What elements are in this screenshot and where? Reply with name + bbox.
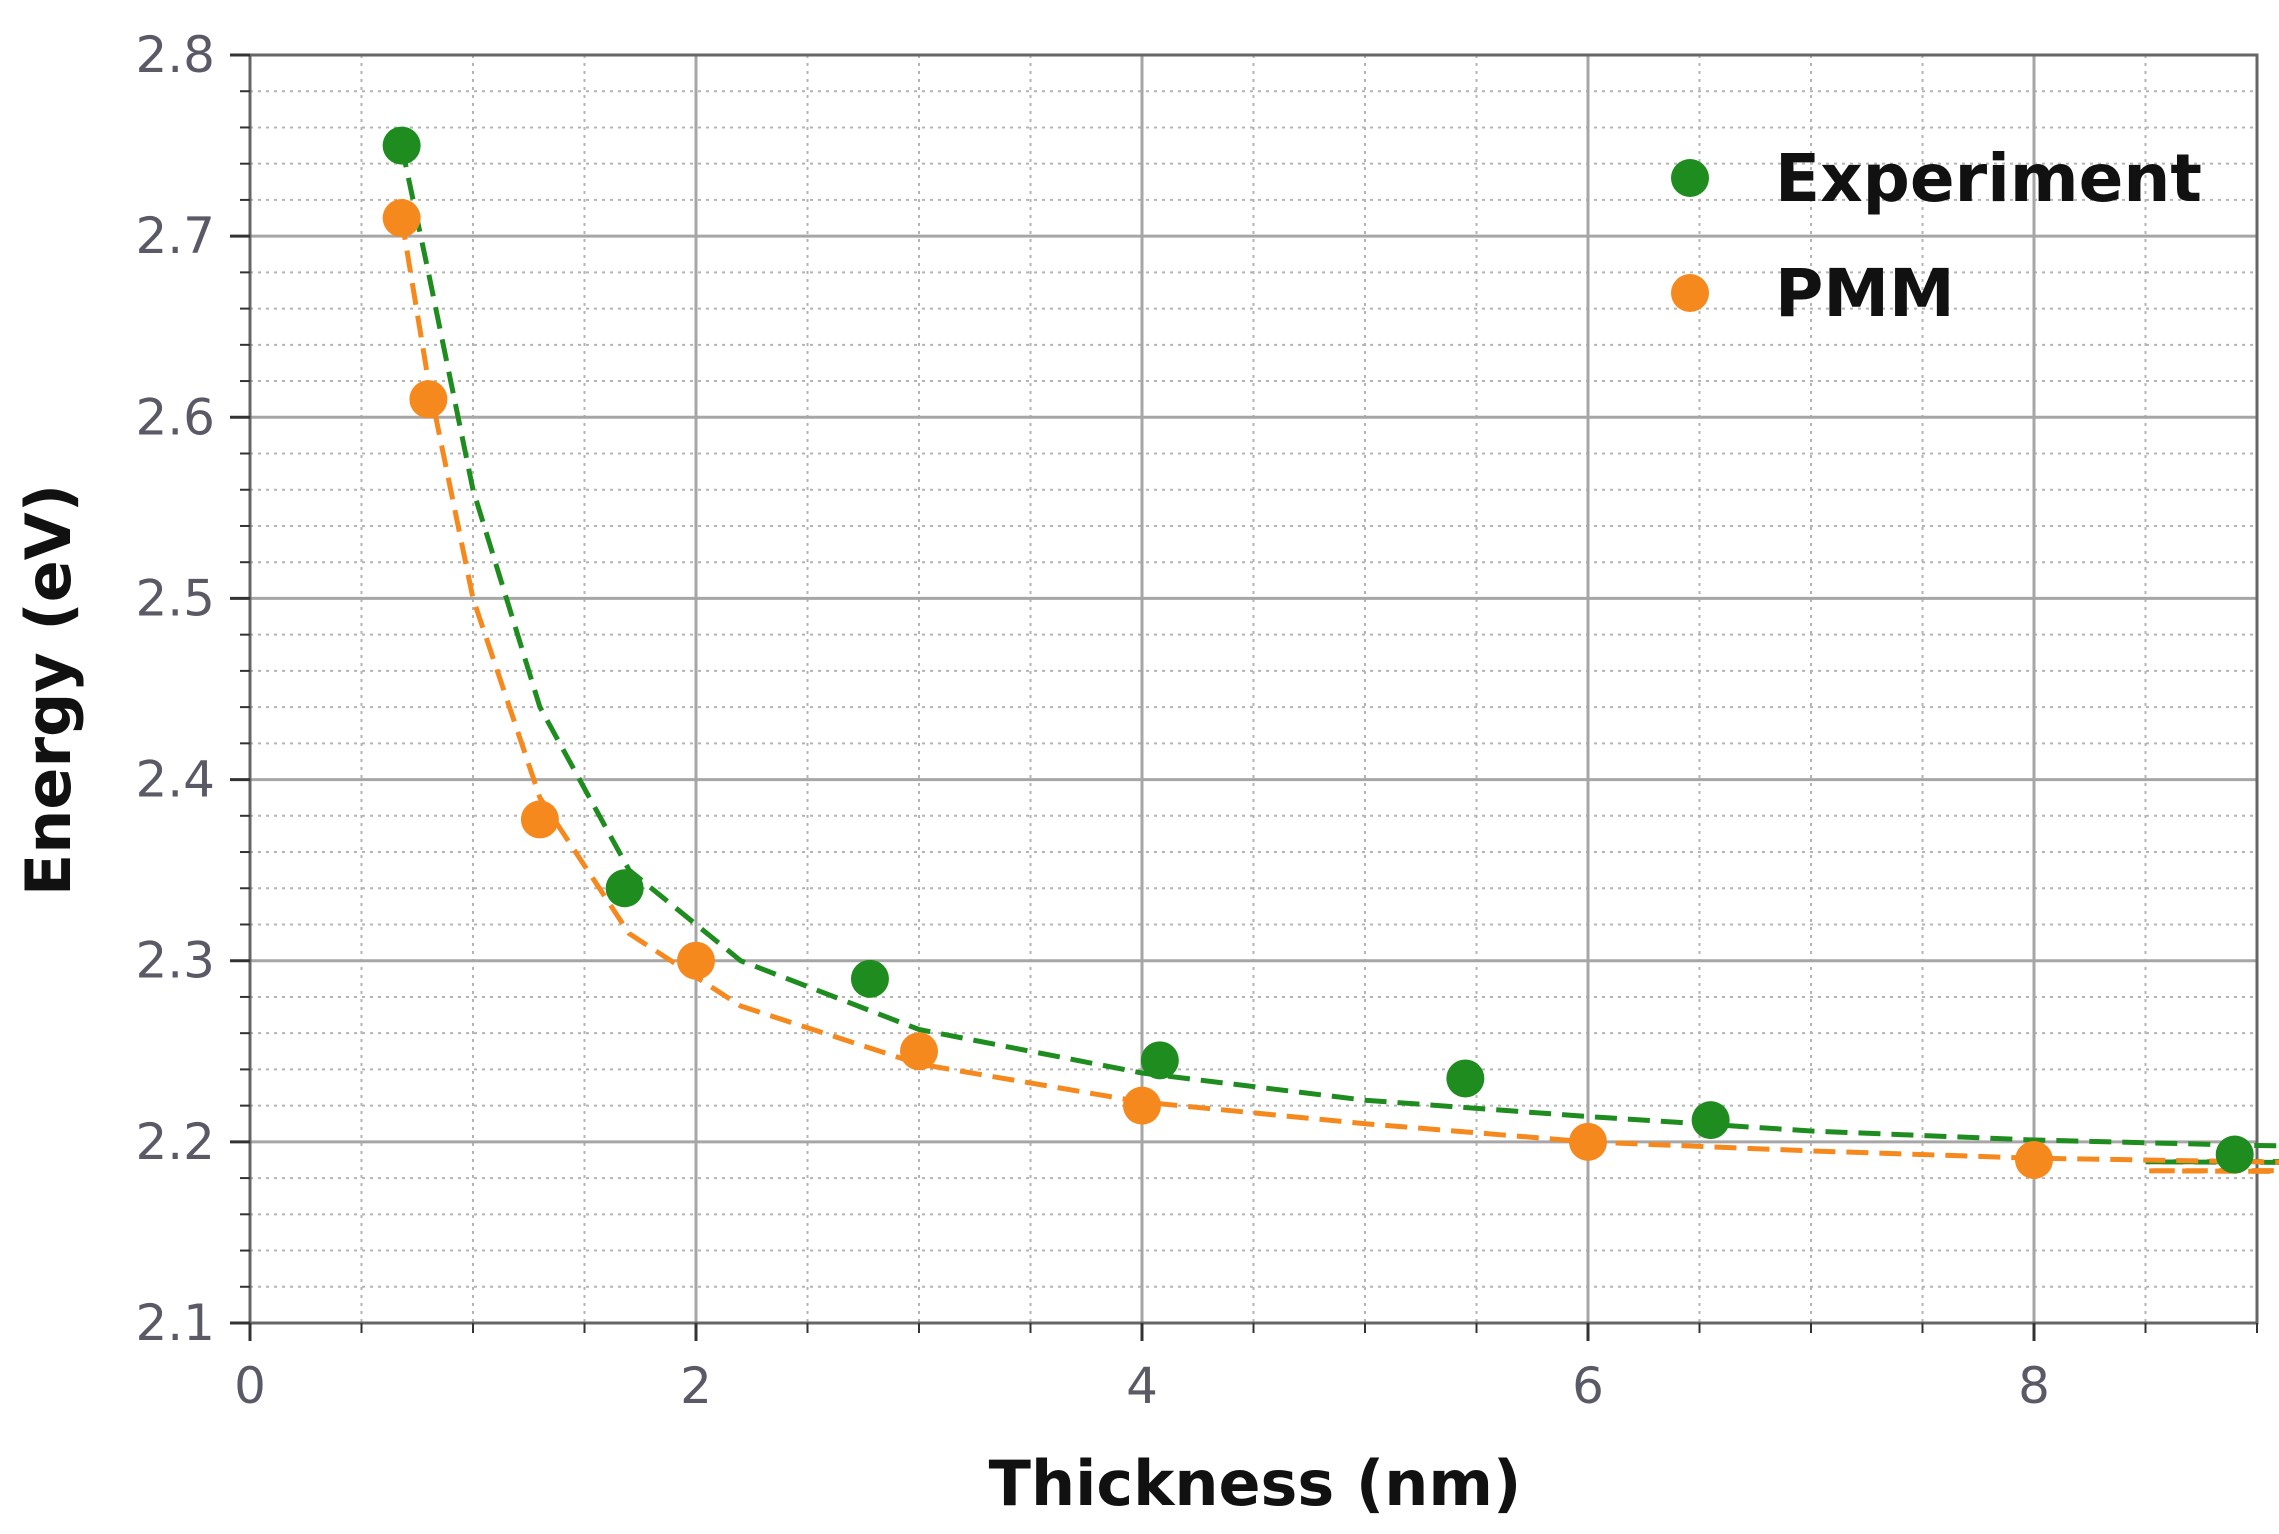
y-tick-label: 2.2 xyxy=(135,1113,215,1171)
legend-label-experiment: Experiment xyxy=(1775,140,2202,217)
data-point-experiment xyxy=(1446,1059,1485,1098)
fit-curves xyxy=(399,145,2279,1174)
grid xyxy=(248,53,2259,1325)
legend-label-pmm: PMM xyxy=(1775,255,1955,332)
axes: 024681012202.12.22.32.42.52.62.72.8 xyxy=(135,26,2258,1415)
legend-marker-experiment xyxy=(1671,159,1709,197)
x-tick-label: 8 xyxy=(2018,1357,2050,1415)
data-point-pmm xyxy=(1569,1122,1607,1161)
y-tick-label: 2.5 xyxy=(135,569,215,627)
data-point-pmm xyxy=(409,380,448,419)
y-tick-label: 2.8 xyxy=(135,26,215,84)
x-axis-title: Thickness (nm) xyxy=(989,1447,1522,1520)
data-point-experiment xyxy=(605,869,644,908)
data-point-pmm xyxy=(677,941,715,980)
data-point-experiment xyxy=(1140,1041,1179,1080)
x-tick-label: 0 xyxy=(234,1357,266,1415)
y-tick-label: 2.1 xyxy=(135,1294,215,1352)
x-tick-label: 4 xyxy=(1126,1357,1158,1415)
y-tick-label: 2.3 xyxy=(135,932,215,990)
fit-curve-experiment xyxy=(399,145,2279,1165)
data-point-pmm xyxy=(900,1032,938,1071)
legend: Experiment PMM xyxy=(1671,140,2202,332)
data-point-pmm xyxy=(382,199,421,238)
data-point-experiment xyxy=(382,126,421,165)
data-point-pmm xyxy=(1123,1086,1161,1125)
data-points xyxy=(382,126,2254,1179)
y-axis-title: Energy (eV) xyxy=(12,484,85,896)
x-tick-label: 2 xyxy=(680,1357,712,1415)
x-tick-label: 6 xyxy=(1572,1357,1604,1415)
y-tick-label: 2.7 xyxy=(135,207,215,265)
data-point-experiment xyxy=(1691,1101,1730,1140)
y-tick-label: 2.6 xyxy=(135,388,215,446)
data-point-experiment xyxy=(2215,1135,2254,1174)
y-tick-label: 2.4 xyxy=(135,751,215,809)
data-point-pmm xyxy=(2015,1140,2053,1179)
data-point-experiment xyxy=(850,959,889,998)
legend-marker-pmm xyxy=(1671,274,1709,312)
data-point-pmm xyxy=(520,800,559,839)
